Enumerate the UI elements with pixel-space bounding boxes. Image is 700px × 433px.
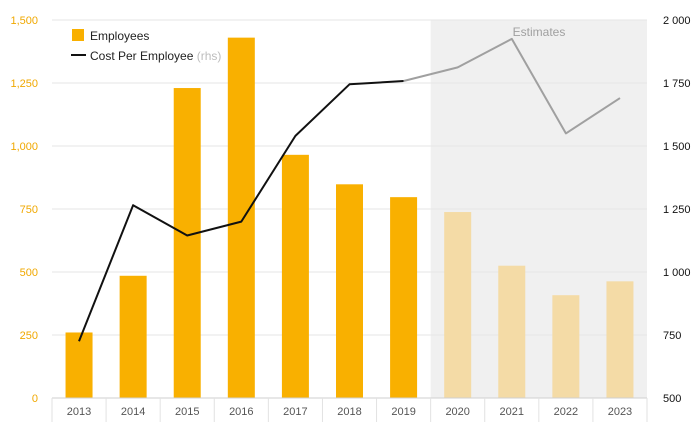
- legend: Employees Cost Per Employee (rhs): [71, 29, 221, 63]
- y-left-tick-label: 1,500: [10, 15, 38, 27]
- y-left-tick-label: 1,000: [10, 141, 38, 153]
- legend-label-cost: Cost Per Employee (rhs): [90, 49, 221, 63]
- x-tick-label: 2016: [229, 406, 253, 418]
- y-right-tick-label: 500: [663, 393, 681, 405]
- axes: 0 500 250 750 500 1 000 750 1 250 1,000 1 500 1,25…: [10, 15, 691, 422]
- bar-employees: [227, 37, 255, 398]
- estimates-label: Estimates: [513, 25, 566, 39]
- bar-employees: [119, 275, 147, 398]
- x-tick-label: 2022: [554, 406, 578, 418]
- y-right-tick-label: 750: [663, 330, 681, 342]
- bars: [65, 37, 634, 398]
- bar-employees-estimate: [552, 295, 580, 398]
- line-cost-per-employee-estimate: [403, 37, 621, 135]
- y-right-tick-label: 1 250: [663, 204, 691, 216]
- legend-label-cost-name: Cost Per Employee: [90, 49, 194, 63]
- x-tick-label: 2013: [67, 406, 91, 418]
- bar-employees: [390, 197, 418, 398]
- bar-employees-estimate: [498, 265, 526, 398]
- bar-employees: [173, 88, 201, 398]
- x-tick-label: 2021: [500, 406, 524, 418]
- bar-employees: [281, 154, 309, 398]
- x-tick-label: 2017: [283, 406, 307, 418]
- y-left-tick-label: 500: [20, 267, 38, 279]
- y-left-tick-label: 1,250: [10, 78, 38, 90]
- legend-swatch-employees: [72, 29, 84, 41]
- legend-label-employees: Employees: [90, 29, 149, 43]
- y-right-tick-label: 1 750: [663, 78, 691, 90]
- y-left-tick-label: 0: [32, 393, 38, 405]
- x-tick-label: 2014: [121, 406, 145, 418]
- x-tick-label: 2015: [175, 406, 199, 418]
- y-right-tick-label: 1 500: [663, 141, 691, 153]
- bar-employees-estimate: [606, 281, 634, 398]
- x-tick-label: 2018: [337, 406, 361, 418]
- x-tick-label: 2023: [608, 406, 632, 418]
- y-right-tick-label: 2 000: [663, 15, 691, 27]
- bar-employees: [336, 184, 363, 398]
- y-right-tick-label: 1 000: [663, 267, 691, 279]
- y-left-tick-label: 750: [20, 204, 38, 216]
- x-tick-label: 2020: [445, 406, 469, 418]
- bar-employees-estimate: [444, 212, 472, 398]
- bar-employees: [65, 332, 93, 398]
- legend-label-cost-suffix: (rhs): [197, 49, 222, 63]
- y-left-tick-label: 250: [20, 330, 38, 342]
- x-tick-label: 2019: [391, 406, 415, 418]
- line-cost-per-employee: [78, 80, 404, 342]
- cost-line: [78, 37, 621, 342]
